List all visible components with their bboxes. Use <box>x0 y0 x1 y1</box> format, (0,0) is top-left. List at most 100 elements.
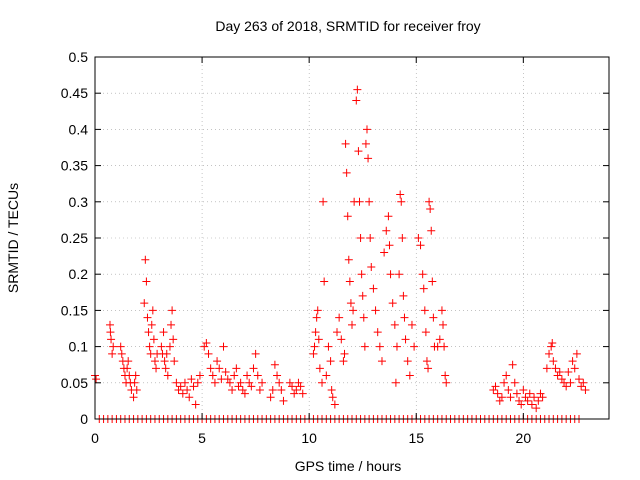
data-point <box>107 335 116 344</box>
grid-layer <box>95 57 609 419</box>
data-point <box>440 342 449 351</box>
data-point <box>335 313 344 322</box>
data-point <box>342 168 351 177</box>
data-point <box>213 357 222 366</box>
data-point <box>395 270 404 279</box>
data-point <box>392 342 401 351</box>
data-point <box>428 277 437 286</box>
x-tick-label: 20 <box>516 430 532 446</box>
data-point <box>292 386 301 395</box>
data-point <box>298 389 307 398</box>
data-point <box>557 375 566 384</box>
data-point <box>399 291 408 300</box>
y-tick-label: 0.1 <box>69 339 89 355</box>
data-point <box>435 335 444 344</box>
data-point <box>568 357 577 366</box>
data-point <box>234 382 243 391</box>
data-point <box>566 378 575 387</box>
data-point <box>380 248 389 257</box>
x-tick-label: 0 <box>91 430 99 446</box>
data-point <box>420 306 429 315</box>
y-tick-label: 0.2 <box>69 266 89 282</box>
data-point <box>195 371 204 380</box>
data-point <box>401 335 410 344</box>
data-point <box>422 357 431 366</box>
data-point <box>200 342 209 351</box>
data-point <box>512 389 521 398</box>
data-point <box>337 335 346 344</box>
data-point <box>167 320 176 329</box>
data-point <box>170 357 179 366</box>
data-point <box>247 382 256 391</box>
data-point <box>314 335 323 344</box>
data-point <box>147 320 156 329</box>
y-tick-label: 0.5 <box>69 49 89 65</box>
data-point <box>572 349 581 358</box>
data-point <box>178 389 187 398</box>
data-point <box>362 125 371 134</box>
data-point <box>548 338 557 347</box>
y-tick-label: 0 <box>80 411 88 427</box>
data-point <box>266 393 275 402</box>
data-point <box>358 291 367 300</box>
data-point <box>249 364 258 373</box>
data-point <box>215 364 224 373</box>
data-point <box>327 386 336 395</box>
data-point <box>294 378 303 387</box>
data-point <box>382 226 391 235</box>
data-point <box>365 197 374 206</box>
y-tick-label: 0.35 <box>61 158 88 174</box>
data-point <box>515 396 524 405</box>
data-point <box>405 371 414 380</box>
data-point <box>373 328 382 337</box>
data-point <box>245 378 254 387</box>
data-point <box>357 270 366 279</box>
data-point <box>204 349 213 358</box>
data-point <box>206 364 215 373</box>
data-point <box>525 389 534 398</box>
data-point <box>106 328 115 337</box>
data-point <box>140 299 149 308</box>
data-point <box>219 342 228 351</box>
data-point <box>176 382 185 391</box>
data-point <box>285 378 294 387</box>
data-point <box>162 349 171 358</box>
data-point <box>519 386 528 395</box>
data-point <box>296 382 305 391</box>
data-point <box>183 386 192 395</box>
data-point <box>193 378 202 387</box>
data-point <box>340 349 349 358</box>
data-point <box>109 342 118 351</box>
data-point <box>386 270 395 279</box>
data-point <box>132 386 141 395</box>
data-point <box>143 313 152 322</box>
data-point <box>159 328 168 337</box>
data-point <box>123 364 132 373</box>
data-point <box>343 212 352 221</box>
data-point <box>152 364 161 373</box>
data-point <box>427 226 436 235</box>
data-point <box>324 342 333 351</box>
data-point <box>345 277 354 286</box>
data-point <box>348 320 356 329</box>
data-point <box>130 378 139 387</box>
data-point <box>349 306 358 315</box>
data-point <box>366 234 375 242</box>
data-point <box>542 364 551 373</box>
data-point <box>355 197 364 206</box>
data-point <box>326 357 335 366</box>
data-point <box>396 190 405 199</box>
data-point <box>367 262 376 271</box>
data-point <box>391 378 400 387</box>
data-point <box>527 400 536 409</box>
data-point <box>236 378 245 387</box>
data-point <box>275 378 284 387</box>
data-point <box>388 299 397 308</box>
data-point <box>564 367 573 376</box>
data-point <box>577 382 586 391</box>
data-point <box>187 375 196 384</box>
data-point <box>361 139 370 148</box>
data-point <box>116 342 125 351</box>
tick-labels: 0 0.05 0.1 0.15 0.2 0.25 0.3 0.35 0.4 0.45 0.5 0 5 10… <box>61 49 532 446</box>
data-point <box>163 371 172 380</box>
